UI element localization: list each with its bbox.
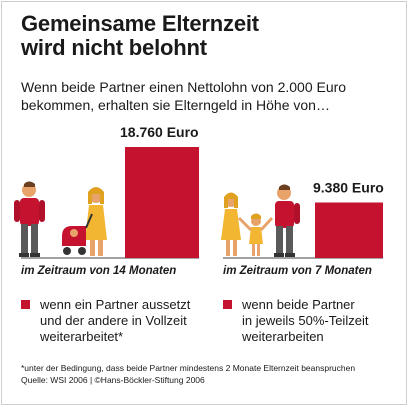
legend-line: weiterarbeiten bbox=[242, 329, 324, 344]
footnote-condition: *unter der Bedingung, dass beide Partner… bbox=[21, 363, 356, 373]
bar-7-months bbox=[315, 202, 383, 258]
chart-subtitle: Wenn beide Partner einen Nettolohn von 2… bbox=[21, 78, 406, 114]
subtitle-line-2: bekommen, erhalten sie Elterngeld in Höh… bbox=[21, 97, 330, 113]
family-parents-child-icon bbox=[221, 184, 300, 257]
legend-swatch bbox=[21, 300, 30, 309]
footnote: *unter der Bedingung, dass beide Partner… bbox=[21, 362, 406, 386]
bar-14-months bbox=[125, 147, 199, 258]
title-line-2: wird nicht belohnt bbox=[21, 35, 207, 60]
value-label-14-months: 18.760 Euro bbox=[120, 124, 199, 140]
legend-line: und der andere in Vollzeit bbox=[40, 313, 187, 328]
legend-line: wenn ein Partner aussetzt bbox=[40, 297, 191, 312]
category-label-14-months: im Zeitraum von 14 Monaten bbox=[21, 265, 177, 277]
footnote-source: Quelle: WSI 2006 | ©Hans-Böckler-Stiftun… bbox=[21, 375, 205, 385]
legend-line: weiterarbeitet* bbox=[40, 329, 124, 344]
chart-title: Gemeinsame Elternzeit wird nicht belohnt bbox=[21, 12, 401, 60]
legend-line: wenn beide Partner bbox=[242, 297, 355, 312]
family-father-mother-baby-icon bbox=[14, 181, 107, 257]
legend-swatch bbox=[223, 300, 232, 309]
legend-line: in jeweils 50%-Teilzeit bbox=[242, 313, 369, 328]
legend-text: wenn ein Partner aussetzt und der andere… bbox=[40, 297, 190, 345]
subtitle-line-1: Wenn beide Partner einen Nettolohn von 2… bbox=[21, 79, 347, 95]
legend-text: wenn beide Partner in jeweils 50%-Teilze… bbox=[242, 297, 368, 345]
value-label-7-months: 9.380 Euro bbox=[313, 180, 384, 196]
title-line-1: Gemeinsame Elternzeit bbox=[21, 11, 259, 36]
category-label-7-months: im Zeitraum von 7 Monaten bbox=[223, 265, 372, 277]
